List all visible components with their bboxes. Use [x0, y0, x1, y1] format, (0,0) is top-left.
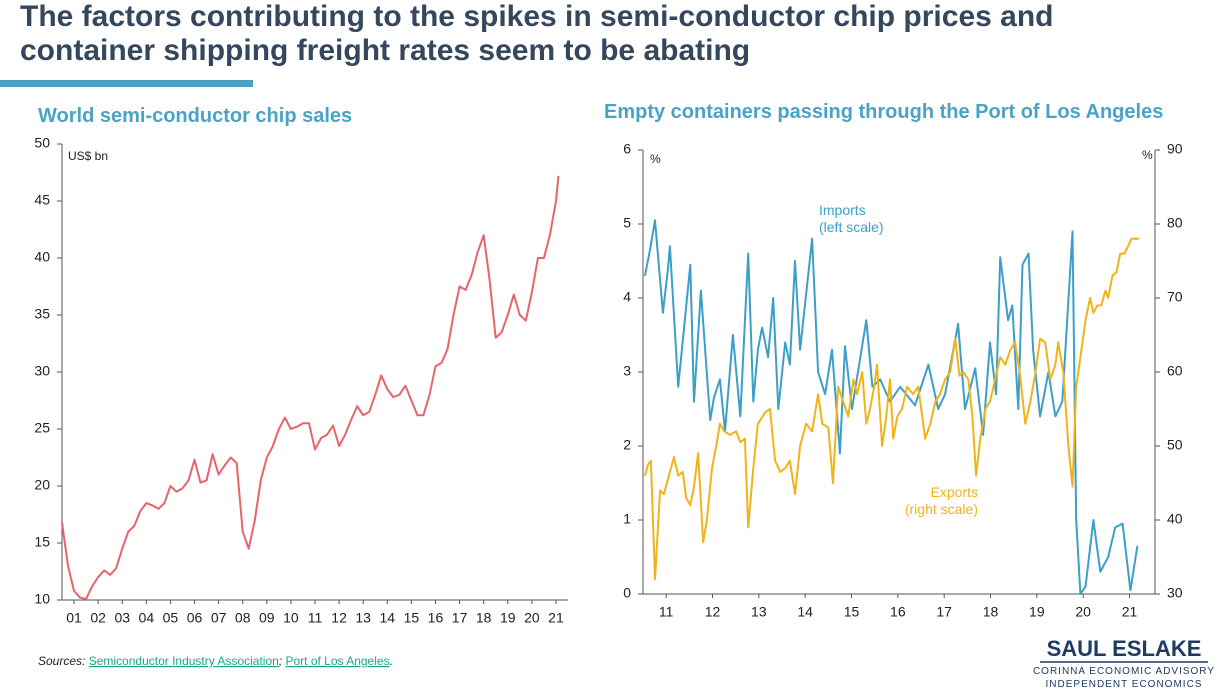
- x-tick-label: 20: [524, 610, 540, 626]
- x-tick-label: 14: [797, 604, 813, 620]
- y-tick-label: 35: [34, 306, 50, 322]
- y-tick-label: 25: [34, 420, 50, 436]
- sources: Sources: Semiconductor Industry Associat…: [38, 654, 393, 668]
- x-tick-label: 19: [500, 610, 516, 626]
- y2-tick-label: 30: [1167, 585, 1183, 601]
- y2-tick-label: 60: [1167, 363, 1183, 379]
- x-tick-label: 14: [379, 610, 395, 626]
- x-tick-label: 16: [890, 604, 906, 620]
- series-annotation: (right scale): [905, 501, 978, 517]
- data-line: [643, 237, 1140, 581]
- chart-title: Empty containers passing through the Por…: [604, 101, 1163, 123]
- x-tick-label: 05: [163, 610, 179, 626]
- x-tick-label: 21: [1122, 604, 1138, 620]
- x-tick-label: 18: [476, 610, 492, 626]
- source-link[interactable]: Port of Los Angeles: [286, 654, 390, 668]
- y-tick-label: 6: [623, 141, 631, 157]
- y-unit: %: [650, 152, 661, 166]
- data-line: [61, 175, 560, 600]
- title-underline: [0, 80, 253, 87]
- y-unit: US$ bn: [68, 149, 108, 163]
- y2-tick-label: 80: [1167, 215, 1183, 231]
- x-tick-label: 11: [659, 604, 674, 620]
- y-tick-label: 15: [34, 534, 50, 550]
- logo-line: INDEPENDENT ECONOMICS: [1046, 679, 1203, 690]
- x-tick-label: 16: [428, 610, 444, 626]
- y-tick-label: 10: [34, 591, 50, 607]
- x-tick-label: 10: [283, 610, 299, 626]
- slide-title-line: container shipping freight rates seem to…: [20, 34, 750, 67]
- y-tick-label: 3: [623, 363, 631, 379]
- y-tick-label: 45: [34, 192, 50, 208]
- logo-name: SAUL ESLAKE: [1047, 636, 1202, 661]
- x-tick-label: 15: [404, 610, 420, 626]
- x-tick-label: 12: [705, 604, 721, 620]
- x-tick-label: 19: [1029, 604, 1045, 620]
- x-tick-label: 01: [66, 610, 82, 626]
- x-tick-label: 20: [1075, 604, 1091, 620]
- x-tick-label: 13: [751, 604, 767, 620]
- logo-line: CORINNA ECONOMIC ADVISORY: [1033, 666, 1215, 677]
- y2-tick-label: 70: [1167, 289, 1183, 305]
- chart-title: World semi-conductor chip sales: [38, 105, 352, 127]
- x-tick-label: 06: [187, 610, 203, 626]
- x-tick-label: 03: [114, 610, 130, 626]
- x-tick-label: 13: [355, 610, 371, 626]
- y-tick-label: 0: [623, 585, 631, 601]
- data-line: [643, 219, 1139, 595]
- y2-tick-label: 40: [1167, 511, 1183, 527]
- end: .: [390, 654, 393, 668]
- series-annotation: Exports: [931, 484, 978, 500]
- x-tick-label: 04: [139, 610, 155, 626]
- x-tick-label: 12: [331, 610, 347, 626]
- y2-unit: %: [1142, 148, 1153, 162]
- source-link[interactable]: Semiconductor Industry Association: [89, 654, 279, 668]
- x-tick-label: 09: [259, 610, 275, 626]
- y-tick-label: 30: [34, 363, 50, 379]
- x-tick-label: 11: [308, 610, 323, 626]
- slide-title-line: The factors contributing to the spikes i…: [20, 0, 1053, 33]
- y-tick-label: 4: [623, 289, 631, 305]
- x-tick-label: 07: [211, 610, 227, 626]
- y-tick-label: 5: [623, 215, 631, 231]
- separator: ;: [279, 654, 282, 668]
- y-tick-label: 40: [34, 249, 50, 265]
- x-tick-label: 02: [90, 610, 106, 626]
- y-tick-label: 20: [34, 477, 50, 493]
- y-tick-label: 2: [623, 437, 631, 453]
- y-tick-label: 50: [34, 135, 50, 151]
- sources-label: Sources:: [38, 654, 85, 668]
- x-tick-label: 17: [452, 610, 468, 626]
- x-tick-label: 15: [844, 604, 860, 620]
- series-annotation: Imports: [819, 202, 866, 218]
- x-tick-label: 17: [936, 604, 952, 620]
- y-tick-label: 1: [623, 511, 631, 527]
- x-tick-label: 08: [235, 610, 251, 626]
- y2-tick-label: 90: [1167, 141, 1183, 157]
- x-tick-label: 21: [548, 610, 564, 626]
- y2-tick-label: 50: [1167, 437, 1183, 453]
- series-annotation: (left scale): [819, 219, 884, 235]
- x-tick-label: 18: [983, 604, 999, 620]
